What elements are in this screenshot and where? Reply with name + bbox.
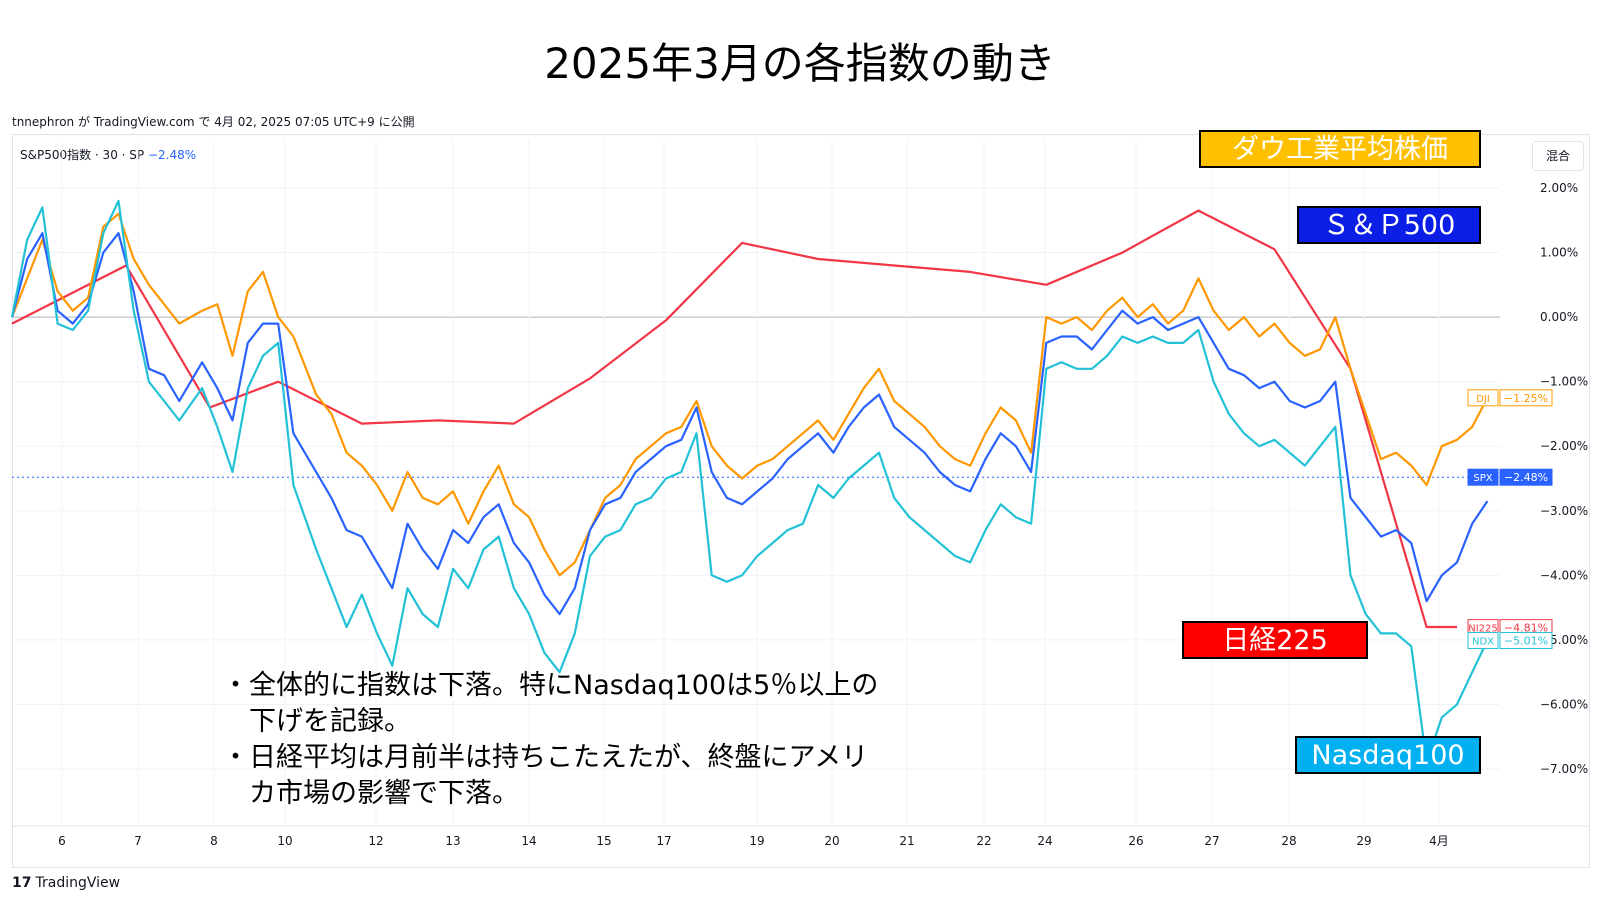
x-tick-label: 20 xyxy=(824,834,839,848)
dji-series-label-text: ダウ工業平均株価 xyxy=(1232,134,1448,165)
note-line: 下げを記録。 xyxy=(222,706,411,737)
x-tick-label: 6 xyxy=(58,834,66,848)
svg-text:−5.01%: −5.01% xyxy=(1504,635,1548,648)
y-tick-label: −3.00% xyxy=(1540,504,1588,518)
svg-text:−4.81%: −4.81% xyxy=(1504,622,1548,635)
x-tick-label: 12 xyxy=(368,834,383,848)
y-tick-label: −7.00% xyxy=(1540,762,1588,776)
page-title: 2025年3月の各指数の動き xyxy=(544,39,1056,88)
x-tick-label: 26 xyxy=(1128,834,1143,848)
spx-series-label: Ｓ＆Ｐ500 xyxy=(1297,206,1481,244)
x-tick-label: 27 xyxy=(1204,834,1219,848)
note-line: ・日経平均は月前半は持ちこたえたが、終盤にアメリ xyxy=(222,742,869,773)
tradingview-logo-text: TradingView xyxy=(35,875,121,891)
x-tick-label: 8 xyxy=(210,834,218,848)
dji-line xyxy=(10,212,1489,577)
symbol-legend-text: S&P500指数 · 30 · SP xyxy=(20,148,145,162)
svg-text:−2.48%: −2.48% xyxy=(1504,471,1548,484)
ni225-series-label-text: 日経225 xyxy=(1222,625,1328,656)
svg-text:−1.25%: −1.25% xyxy=(1504,392,1548,405)
svg-text:NDX: NDX xyxy=(1472,637,1494,648)
x-tick-label: 14 xyxy=(521,834,536,848)
spx-price-tag: SPX −2.48% xyxy=(1467,468,1553,486)
x-tick-label: 28 xyxy=(1281,834,1296,848)
y-tick-label: −1.00% xyxy=(1540,375,1588,389)
dji-price-tag: DJI −1.25% xyxy=(1467,389,1553,407)
x-tick-label: 7 xyxy=(134,834,142,848)
note-line: カ市場の影響で下落。 xyxy=(222,778,519,809)
ni225-line xyxy=(11,209,1457,629)
symbol-legend-change: −2.48% xyxy=(147,148,197,162)
x-tick-label: 15 xyxy=(596,834,611,848)
note-line: ・全体的に指数は下落。特にNasdaq100は5％以上の xyxy=(222,670,879,701)
ni225-price-tag: NI225 −4.81% xyxy=(1467,619,1553,637)
commentary-notes: ・全体的に指数は下落。特にNasdaq100は5％以上の 下げを記録。 ・日経平… xyxy=(222,668,878,812)
publish-attribution: tnnephron が TradingView.com で 4月 02, 202… xyxy=(12,115,415,129)
x-tick-label: 10 xyxy=(277,834,292,848)
spx-line xyxy=(10,232,1489,616)
x-tick-label: 24 xyxy=(1037,834,1052,848)
x-tick-label: 22 xyxy=(976,834,991,848)
spx-series-label-text: Ｓ＆Ｐ500 xyxy=(1322,210,1456,241)
y-tick-label: −6.00% xyxy=(1540,697,1588,711)
svg-text:SPX: SPX xyxy=(1473,473,1492,484)
svg-text:NI225: NI225 xyxy=(1468,624,1498,635)
svg-text:DJI: DJI xyxy=(1476,394,1490,405)
x-tick-label: 21 xyxy=(899,834,914,848)
ndx-price-tag: NDX −5.01% xyxy=(1467,632,1553,650)
tradingview-logo-icon: 17 xyxy=(12,875,32,891)
y-tick-label: 2.00% xyxy=(1540,181,1578,195)
ndx-series-label: Nasdaq100 xyxy=(1295,736,1481,774)
tradingview-logo[interactable]: 17 TradingView xyxy=(12,875,120,891)
x-tick-label: 17 xyxy=(656,834,671,848)
x-tick-label: 29 xyxy=(1356,834,1371,848)
y-tick-label: −2.00% xyxy=(1540,439,1588,453)
ndx-series-label-text: Nasdaq100 xyxy=(1311,740,1465,771)
dji-series-label: ダウ工業平均株価 xyxy=(1199,130,1481,168)
scale-mode-button[interactable]: 混合 xyxy=(1532,141,1584,171)
y-tick-label: 0.00% xyxy=(1540,310,1578,324)
symbol-legend[interactable]: S&P500指数 · 30 · SP −2.48% xyxy=(20,146,196,163)
ndx-line xyxy=(10,199,1489,764)
x-tick-label: 13 xyxy=(445,834,460,848)
ni225-series-label: 日経225 xyxy=(1182,621,1368,659)
y-tick-label: −4.00% xyxy=(1540,568,1588,582)
chart-frame xyxy=(12,134,1590,868)
x-tick-label: 19 xyxy=(749,834,764,848)
y-tick-label: 1.00% xyxy=(1540,246,1578,260)
x-tick-label: 4月 xyxy=(1429,834,1449,848)
